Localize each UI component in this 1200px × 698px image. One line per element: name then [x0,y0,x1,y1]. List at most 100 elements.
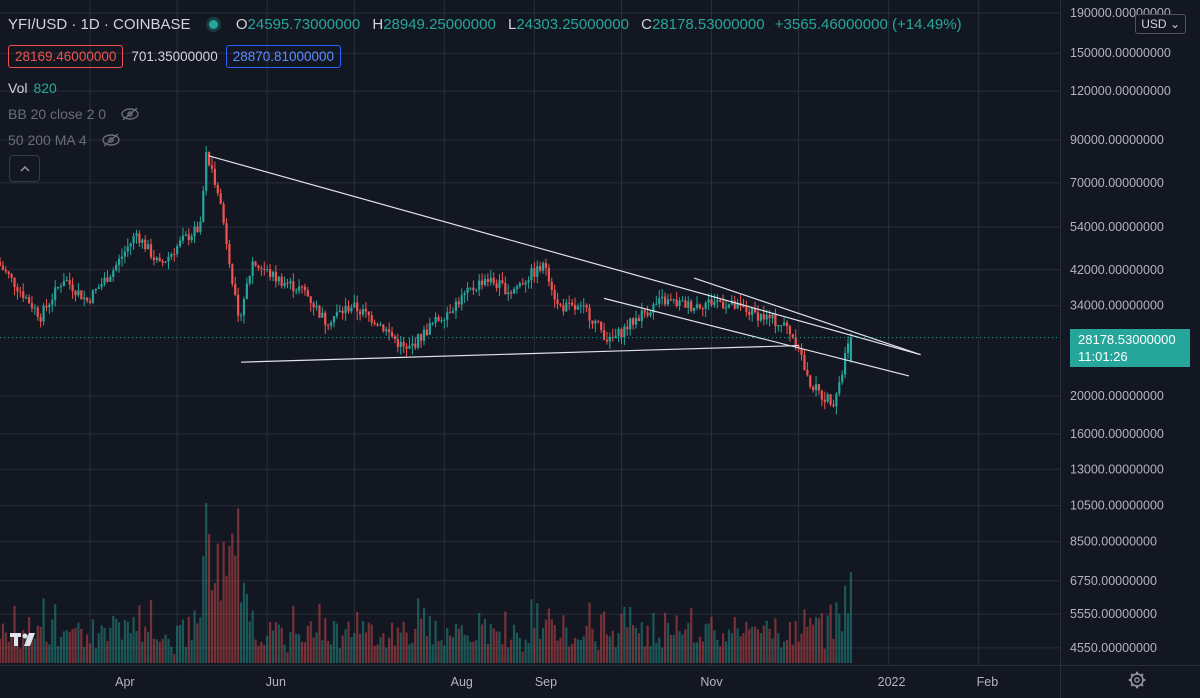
tradingview-logo[interactable] [10,628,40,650]
volume-bar [126,621,129,663]
candle-body [690,301,693,311]
volume-bar [809,617,812,663]
candle-body [225,223,228,244]
volume-bar [65,630,68,663]
candle-body [10,274,13,278]
volume-bar [637,633,641,663]
high-label: H [372,16,384,33]
eye-off-icon[interactable] [101,133,121,150]
volume-bar [727,629,731,663]
candle-body [216,184,219,194]
candle-body [298,286,301,291]
candle-body [30,303,34,309]
volume-bar [692,642,696,663]
candle-body [56,286,60,288]
candle-body [167,256,170,262]
volume-bar [510,639,513,663]
volume-bar [344,629,347,663]
candle-body [199,221,202,232]
candle-body [814,384,818,391]
candle-body [234,284,237,295]
candle-body [251,261,254,276]
candle-body [353,302,356,308]
volume-bar [210,590,214,663]
volume-bar [605,634,609,663]
volume-bar [690,608,693,663]
gear-icon[interactable] [1128,671,1146,689]
candle-body [396,339,399,347]
volume-bar [629,606,632,663]
candle-body [443,319,446,321]
bb-indicator[interactable]: BB 20 close 2 0 [8,106,140,124]
volume-bar [216,543,219,663]
candle-body [71,284,74,292]
volume-indicator[interactable]: Vol 820 [8,80,57,96]
candle-body [411,343,414,346]
symbol-title[interactable]: YFI/USD · 1D · COINBASE [8,16,191,33]
volume-bar [640,622,643,663]
volume-bar [56,646,60,663]
candle-body [161,261,164,263]
volume-bar [161,639,164,663]
volume-bar [681,634,684,663]
candle-body [838,382,841,394]
candle-body [431,322,434,324]
volume-bar [251,610,254,663]
candle-body [469,287,472,289]
candle-body [527,280,530,283]
candle-body [585,305,588,308]
volume-bar [364,632,368,663]
volume-bar [213,583,217,663]
candle-body [751,307,754,315]
volume-bar [112,615,115,663]
candle-body [367,311,370,316]
currency-button[interactable]: USD ⌄ [1135,14,1186,34]
volume-bar [541,627,545,663]
trendline-horizontal-support [241,344,799,363]
candle-body [106,277,109,282]
volume-bar [579,640,582,663]
candle-body [623,326,626,338]
volume-bar [71,629,74,663]
candle-body [846,343,850,353]
volume-bar [115,618,118,663]
candle-body [370,315,373,323]
collapse-indicators-button[interactable] [9,155,40,182]
candle-body [129,243,132,247]
candle-body [419,334,423,341]
volume-bar [234,555,237,663]
volume-bar [745,621,748,663]
y-tick-label: 54000.00000000 [1070,220,1164,234]
volume-bar [791,644,794,663]
volume-bar [382,633,385,663]
sell-price-box[interactable]: 28169.46000000 [8,45,124,68]
ma-label: 50 200 MA 4 [8,132,87,148]
buy-price-box[interactable]: 28870.81000000 [225,45,342,68]
volume-bar [762,625,765,663]
volume-bar [759,633,762,663]
volume-bar [338,647,341,663]
candle-body [736,302,739,309]
candle-body [605,339,609,342]
volume-bar [814,617,818,663]
candle-body [361,309,365,315]
volume-bar [167,638,170,663]
volume-bar [623,606,626,663]
candle-body [62,280,65,287]
eye-off-icon[interactable] [120,107,140,124]
candle-body [295,290,298,292]
volume-bar [843,585,847,663]
x-tick-label: Apr [115,675,134,689]
candle-body [832,404,835,407]
candle-body [144,239,147,250]
volume-bar [457,628,460,663]
ma-indicator[interactable]: 50 200 MA 4 [8,132,121,150]
volume-bar [687,622,690,663]
volume-bar [785,640,789,663]
low-value: 24303.25000000 [516,16,629,33]
candle-body [573,304,577,310]
candle-body [184,234,187,236]
volume-bar [295,633,298,663]
candle-body [777,325,780,327]
